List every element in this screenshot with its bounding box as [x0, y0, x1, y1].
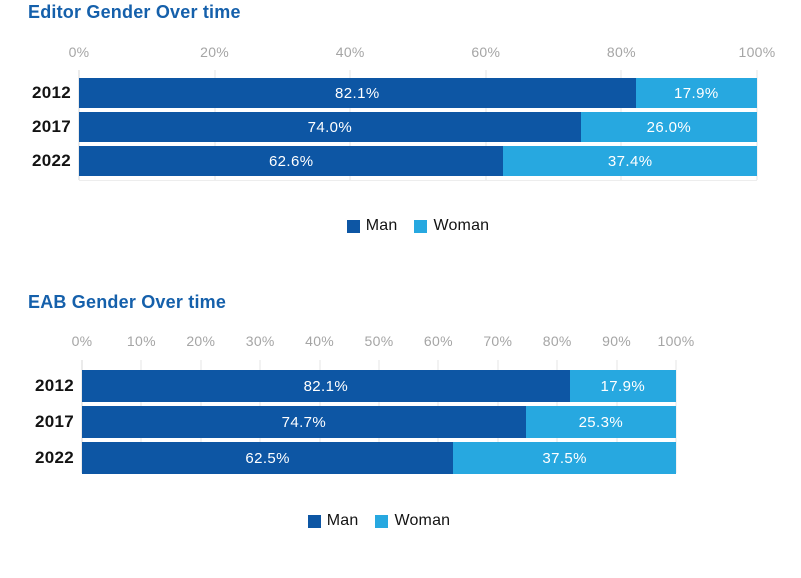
- bar-value-label: 74.7%: [281, 413, 327, 431]
- bar-row: 2017 74.0% 26.0%: [0, 112, 757, 142]
- legend-swatch-icon: [375, 514, 389, 528]
- bar-row: 2022 62.6% 37.4%: [0, 146, 757, 176]
- bar-segment-man: 74.0%: [79, 112, 581, 142]
- bar-track: 82.1% 17.9%: [82, 370, 676, 402]
- bar-rows: 2012 82.1% 17.9% 2017 74.7% 25.3% 2022 62.5% 37.…: [0, 370, 676, 478]
- bar-row: 2012 82.1% 17.9%: [0, 78, 757, 108]
- bar-row: 2017 74.7% 25.3%: [0, 406, 676, 438]
- bar-value-label: 17.9%: [674, 84, 719, 102]
- bar-segment-woman: 17.9%: [635, 78, 757, 108]
- bar-track: 62.6% 37.4%: [79, 146, 757, 176]
- category-label: 2022: [31, 151, 71, 170]
- x-axis-tick-label: 10%: [126, 333, 156, 349]
- legend-label: Man: [326, 512, 359, 529]
- legend-label: Woman: [394, 512, 451, 529]
- x-axis-tick-label: 80%: [542, 333, 572, 349]
- bar-value-label: 74.0%: [307, 118, 353, 136]
- legend-item-man: Man: [307, 512, 359, 530]
- category-label: 2012: [34, 376, 74, 395]
- x-axis-tick-label: 30%: [245, 333, 275, 349]
- eab-gender-chart: EAB Gender Over time 0% 10% 20% 30% 40% 50% 60…: [0, 285, 801, 578]
- bar-track: 62.5% 37.5%: [82, 442, 676, 474]
- bar-value-label: 17.9%: [600, 377, 646, 395]
- x-axis-tick-label: 0%: [71, 333, 93, 349]
- chart-title: Editor Gender Over time: [28, 2, 241, 22]
- x-axis-tick-label: 40%: [305, 333, 335, 349]
- x-axis-tick-label: 100%: [738, 44, 776, 60]
- x-axis-tick-labels: 0% 10% 20% 30% 40% 50% 60% 70% 80% 90% 100%: [72, 333, 695, 351]
- x-axis-tick-label: 20%: [186, 333, 216, 349]
- legend-swatch-icon: [414, 219, 428, 233]
- bar-segment-woman: 25.3%: [525, 406, 676, 438]
- category-label: 2017: [31, 117, 71, 136]
- bar-value-label: 82.1%: [335, 84, 380, 102]
- bar-segment-woman: 26.0%: [580, 112, 757, 142]
- x-axis-tick-label: 60%: [471, 44, 501, 60]
- bar-segment-man: 62.6%: [79, 146, 504, 176]
- bar-track: 74.7% 25.3%: [82, 406, 676, 438]
- legend-item-woman: Woman: [375, 512, 450, 530]
- legend-item-man: Man: [346, 217, 398, 235]
- category-label: 2012: [31, 83, 71, 102]
- legend-label: Woman: [433, 217, 490, 234]
- bar-segment-woman: 37.4%: [503, 146, 757, 176]
- editor-gender-chart: Editor Gender Over time 0% 20% 40% 60% 80% 10…: [0, 0, 801, 285]
- gridline: [756, 70, 758, 180]
- bar-value-label: 62.5%: [245, 449, 290, 467]
- x-axis-tick-label: 90%: [602, 333, 632, 349]
- legend-label: Man: [365, 217, 398, 234]
- bar-segment-woman: 37.5%: [453, 442, 676, 474]
- x-axis-tick-label: 20%: [200, 44, 230, 60]
- bar-value-label: 62.6%: [268, 152, 314, 170]
- bar-row: 2012 82.1% 17.9%: [0, 370, 676, 402]
- x-axis-tick-label: 60%: [423, 333, 453, 349]
- bar-rows: 2012 82.1% 17.9% 2017 74.0% 26.0% 2022 62.6% 37.…: [0, 78, 757, 180]
- x-axis-tick-label: 80%: [606, 44, 636, 60]
- bar-value-label: 37.4%: [607, 152, 653, 170]
- chart-legend: Man Woman: [82, 512, 676, 530]
- legend-swatch-icon: [307, 514, 321, 528]
- bar-segment-man: 74.7%: [82, 406, 526, 438]
- bar-track: 74.0% 26.0%: [79, 112, 757, 142]
- chart-legend: Man Woman: [79, 217, 757, 235]
- bar-segment-man: 82.1%: [82, 370, 570, 402]
- chart-title: EAB Gender Over time: [28, 292, 227, 312]
- bar-row: 2022 62.5% 37.5%: [0, 442, 676, 474]
- x-axis-tick-label: 40%: [335, 44, 365, 60]
- x-axis-tick-labels: 0% 20% 40% 60% 80% 100%: [69, 44, 776, 62]
- bar-value-label: 25.3%: [578, 413, 624, 431]
- gridline: [675, 360, 677, 473]
- x-axis-tick-label: 70%: [483, 333, 513, 349]
- bar-track: 82.1% 17.9%: [79, 78, 757, 108]
- x-axis-tick-label: 50%: [364, 333, 394, 349]
- legend-swatch-icon: [346, 219, 360, 233]
- legend-item-woman: Woman: [414, 217, 489, 235]
- bar-value-label: 26.0%: [646, 118, 692, 136]
- bar-segment-woman: 17.9%: [569, 370, 676, 402]
- category-label: 2017: [34, 412, 74, 431]
- bar-segment-man: 62.5%: [82, 442, 454, 474]
- bar-segment-man: 82.1%: [79, 78, 636, 108]
- category-label: 2022: [34, 448, 74, 467]
- bar-value-label: 82.1%: [303, 377, 349, 395]
- x-axis-tick-label: 0%: [68, 44, 90, 60]
- x-axis-tick-label: 100%: [657, 333, 695, 349]
- bar-value-label: 37.5%: [542, 449, 587, 467]
